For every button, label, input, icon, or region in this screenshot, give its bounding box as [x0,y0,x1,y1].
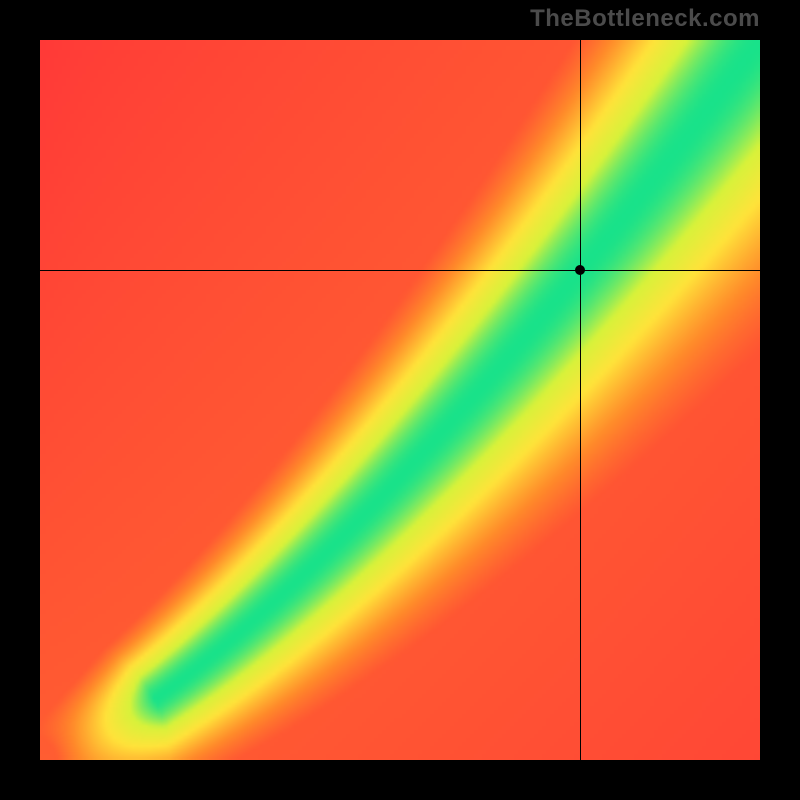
attribution-text: TheBottleneck.com [530,5,760,33]
chart-container: TheBottleneck.com [0,0,800,800]
bottleneck-heatmap [40,40,760,760]
plot-area [40,40,760,760]
